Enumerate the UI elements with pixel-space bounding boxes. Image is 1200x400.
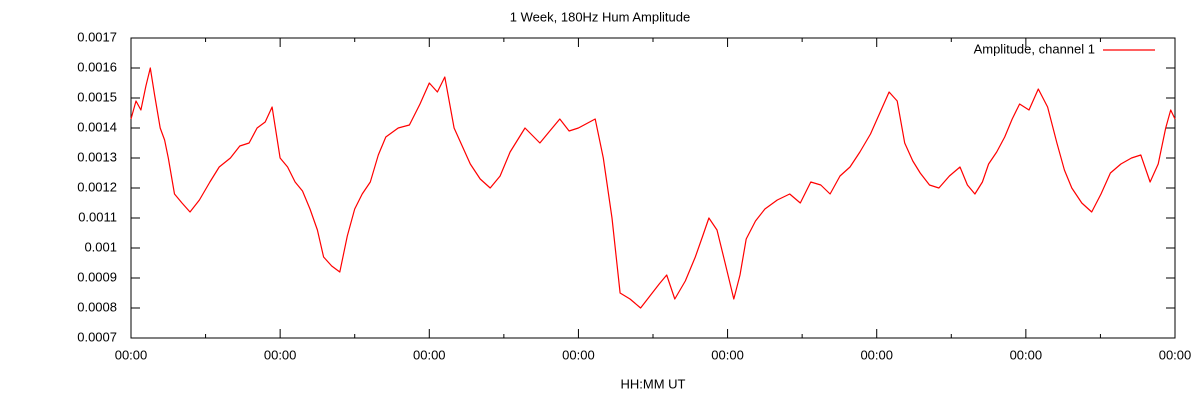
legend-label: Amplitude, channel 1	[974, 41, 1095, 56]
x-tick-label: 00:00	[562, 347, 595, 362]
plot-border	[130, 37, 1176, 339]
x-tick-label: 00:00	[413, 347, 446, 362]
y-tick-label: 0.001	[84, 239, 117, 254]
x-tick-label: 00:00	[115, 347, 148, 362]
y-tick-label: 0.0012	[77, 179, 117, 194]
y-tick-label: 0.0013	[77, 149, 117, 164]
y-tick-label: 0.0015	[77, 89, 117, 104]
x-tick-label: 00:00	[264, 347, 297, 362]
chart-title: 1 Week, 180Hz Hum Amplitude	[510, 9, 690, 24]
x-axis-label: HH:MM UT	[621, 376, 686, 391]
x-tick-label: 00:00	[860, 347, 893, 362]
y-tick-label: 0.0017	[77, 29, 117, 44]
x-tick-label: 00:00	[1010, 347, 1043, 362]
y-tick-label: 0.0008	[77, 299, 117, 314]
y-tick-label: 0.0007	[77, 329, 117, 344]
y-tick-label: 0.0011	[78, 209, 117, 224]
y-tick-label: 0.0016	[77, 59, 117, 74]
data-line	[130, 67, 1176, 309]
y-tick-label: 0.0009	[77, 269, 117, 284]
x-tick-label: 00:00	[1159, 347, 1192, 362]
x-tick-label: 00:00	[711, 347, 744, 362]
y-tick-label: 0.0014	[77, 119, 117, 134]
